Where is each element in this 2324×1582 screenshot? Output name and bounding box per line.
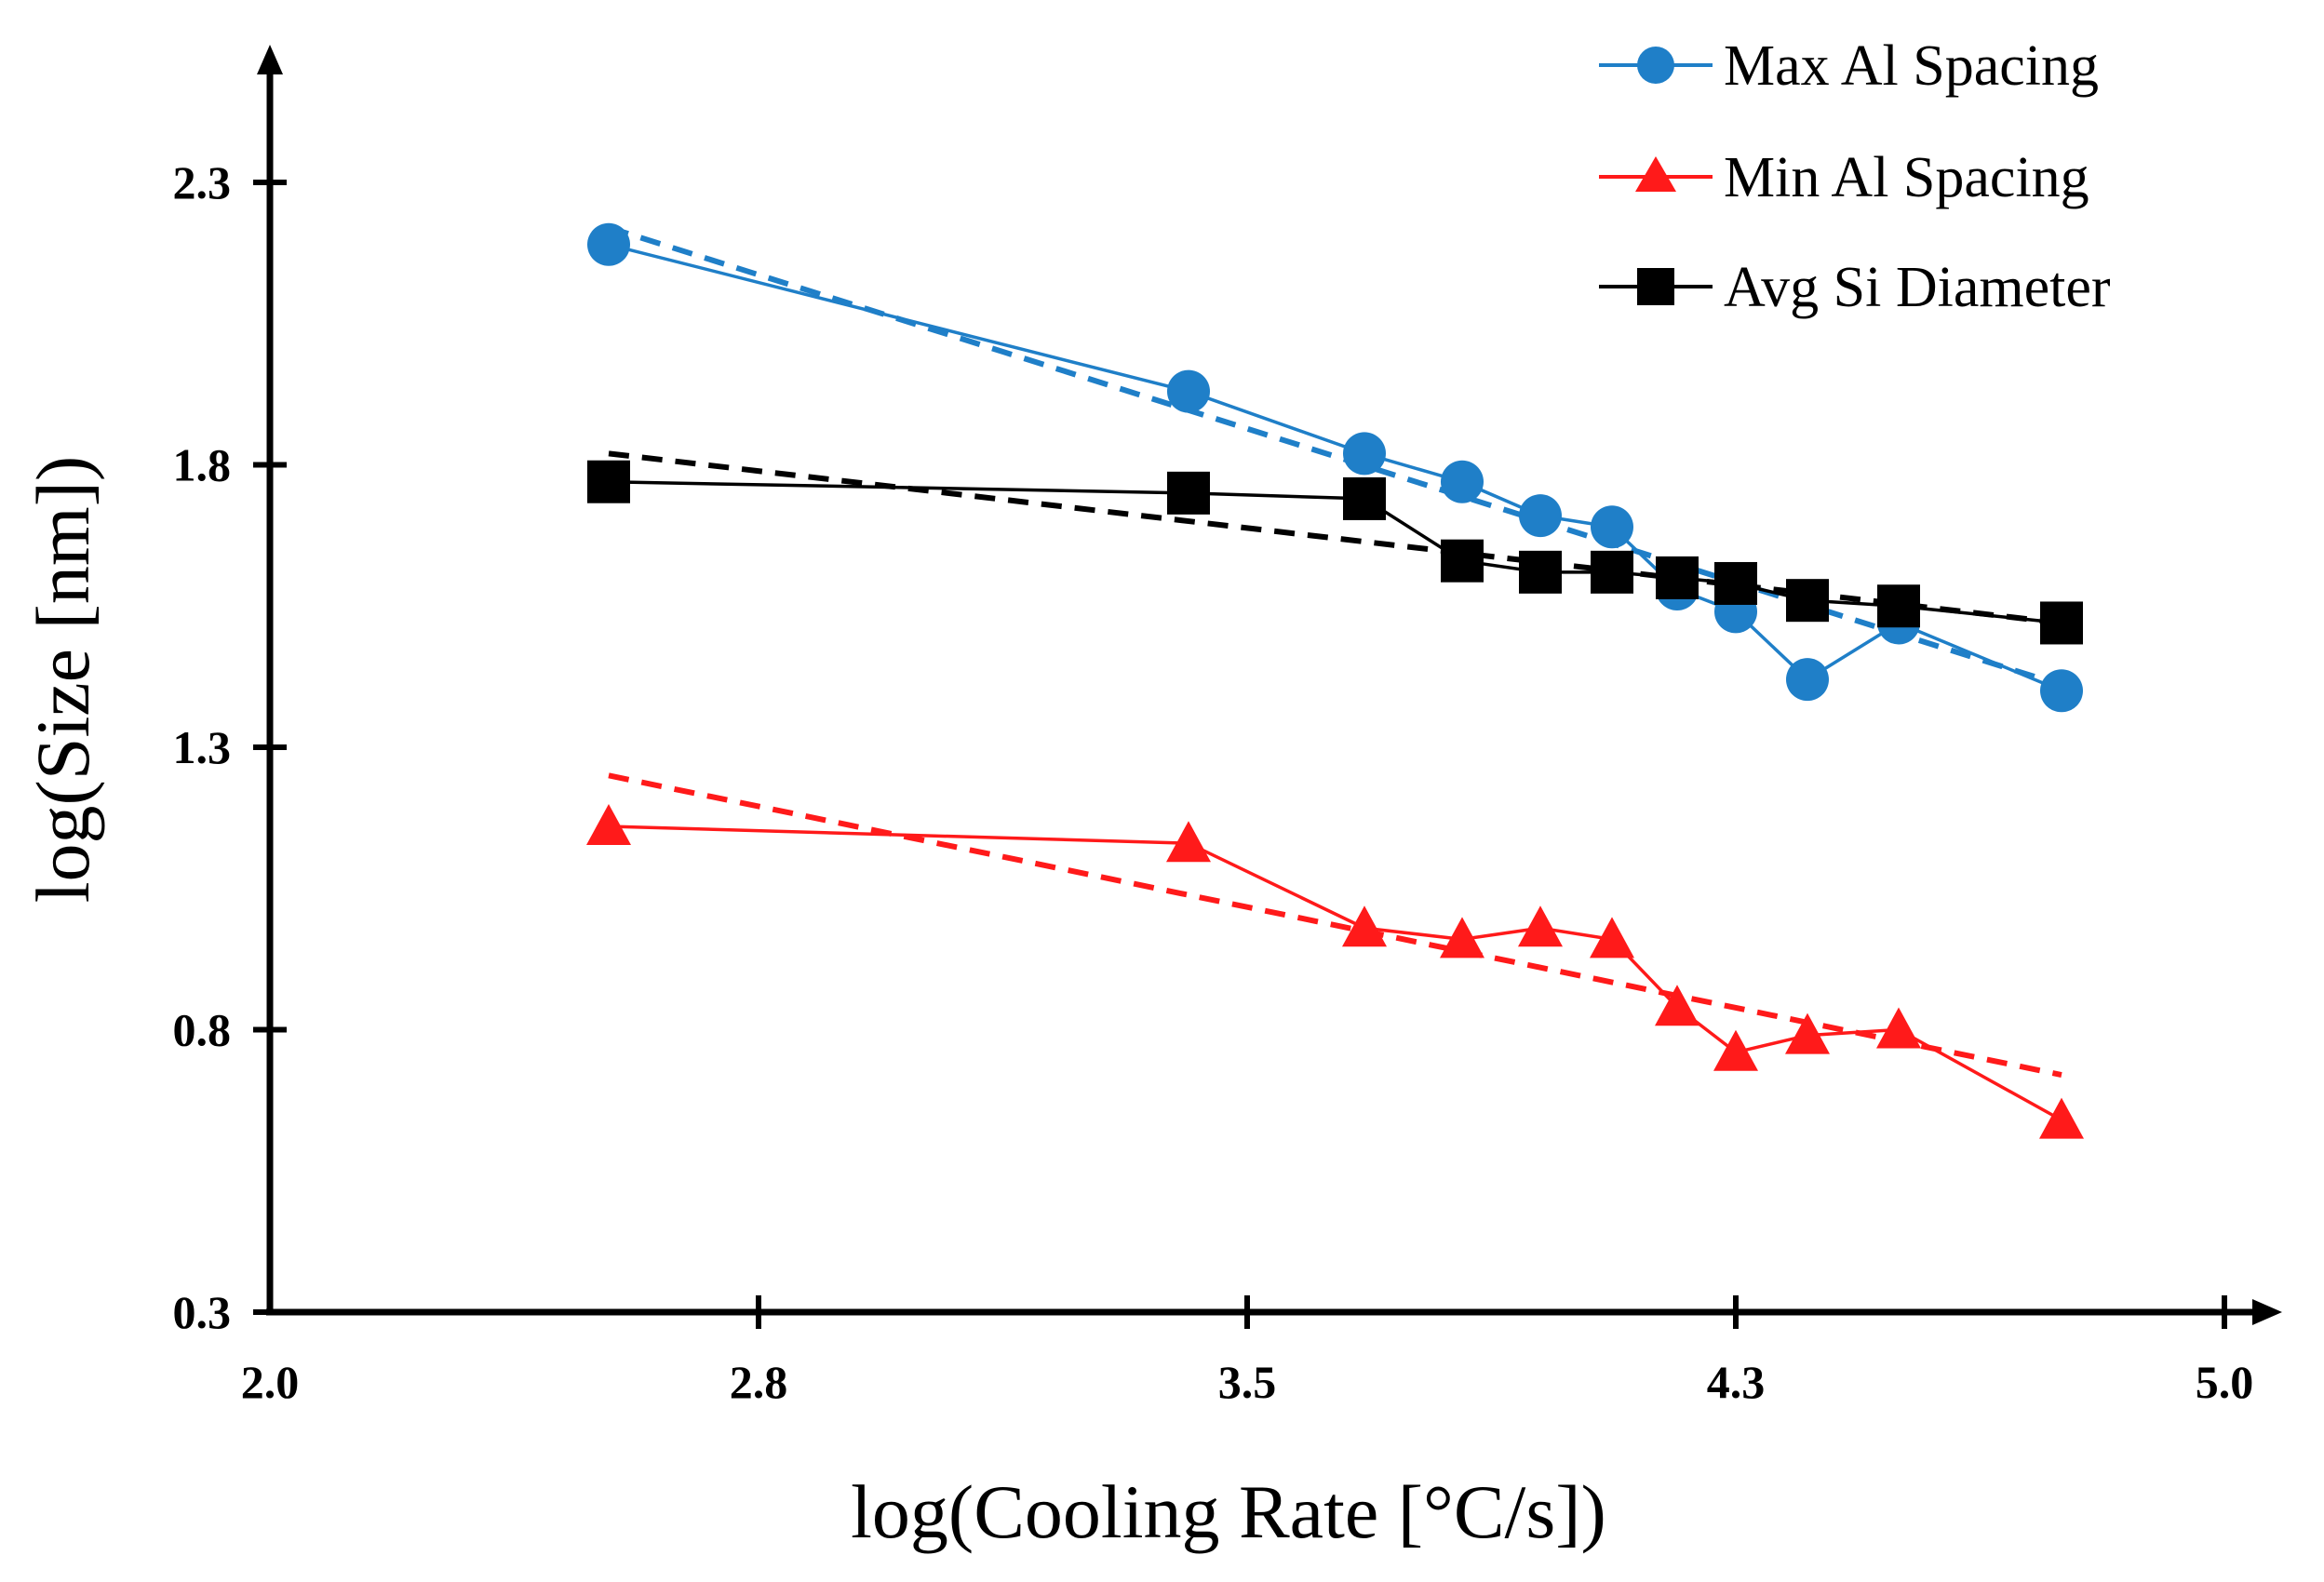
point-min-al-spacing — [1590, 917, 1634, 959]
legend-label-min-al-spacing: Min Al Spacing — [1724, 146, 2089, 209]
point-max-al-spacing — [1786, 658, 1829, 702]
point-max-al-spacing — [1591, 505, 1633, 549]
point-avg-si-diameter — [1786, 579, 1829, 623]
x-axis-title: log(Cooling Rate [°C/s]) — [851, 1469, 1606, 1554]
point-min-al-spacing — [1518, 905, 1563, 947]
point-avg-si-diameter — [1441, 539, 1484, 583]
legend-label-avg-si-diameter: Avg Si Diameter — [1724, 256, 2111, 319]
series-line-min-al-spacing — [608, 825, 2062, 1122]
x-tick-label: 2.8 — [730, 1356, 788, 1408]
trend-lines — [608, 224, 2062, 1078]
x-tick-label: 4.3 — [1707, 1356, 1766, 1408]
point-avg-si-diameter — [1714, 561, 1757, 605]
point-min-al-spacing — [2039, 1097, 2084, 1139]
x-tick-label: 2.0 — [241, 1356, 300, 1408]
y-tick-label: 2.3 — [173, 156, 232, 208]
point-min-al-spacing — [586, 803, 631, 845]
trendline-min-al-spacing — [608, 772, 2062, 1078]
point-avg-si-diameter — [1877, 584, 1920, 628]
trendline-max-al-spacing — [608, 224, 2062, 689]
y-tick-label: 1.8 — [173, 439, 232, 491]
point-min-al-spacing — [1440, 917, 1484, 959]
series-line-avg-si-diameter — [608, 479, 2062, 625]
y-axis-arrow-icon — [257, 45, 283, 74]
legend-label-max-al-spacing: Max Al Spacing — [1724, 34, 2099, 98]
point-min-al-spacing — [1876, 1007, 1921, 1049]
x-tick-label: 3.5 — [1218, 1356, 1277, 1408]
y-tick-label: 1.3 — [173, 721, 232, 773]
point-max-al-spacing — [1519, 494, 1562, 538]
trendline-avg-si-diameter — [608, 450, 2062, 626]
point-avg-si-diameter — [2040, 601, 2083, 645]
legend-item-max-al-spacing: Max Al Spacing — [1599, 34, 2099, 98]
legend-item-avg-si-diameter: Avg Si Diameter — [1599, 256, 2111, 319]
x-tick-label: 5.0 — [2196, 1356, 2254, 1408]
legend-triangle-icon — [1635, 156, 1676, 192]
point-avg-si-diameter — [1519, 550, 1562, 594]
point-max-al-spacing — [1441, 460, 1484, 503]
point-min-al-spacing — [1166, 821, 1211, 863]
y-tick-label: 0.3 — [173, 1286, 232, 1338]
y-axis-title: log(Size [nm]) — [20, 456, 105, 903]
point-avg-si-diameter — [1343, 476, 1386, 520]
point-min-al-spacing — [1785, 1012, 1830, 1054]
x-axis-arrow-icon — [2252, 1299, 2282, 1325]
series-lines — [608, 243, 2062, 1122]
legend-square-icon — [1637, 268, 1674, 305]
ticks: 2.0 2.8 3.5 4.3 5.0 0.3 0.8 1.3 1.8 2.3 — [173, 156, 2254, 1408]
legend-circle-icon — [1637, 47, 1674, 84]
point-avg-si-diameter — [1167, 471, 1210, 515]
point-max-al-spacing — [587, 222, 630, 266]
point-max-al-spacing — [2040, 669, 2083, 713]
point-avg-si-diameter — [587, 460, 630, 503]
data-markers — [586, 222, 2084, 1139]
point-avg-si-diameter — [1591, 550, 1633, 594]
point-avg-si-diameter — [1656, 556, 1699, 599]
point-max-al-spacing — [1167, 369, 1210, 413]
legend-item-min-al-spacing: Min Al Spacing — [1599, 146, 2089, 209]
point-min-al-spacing — [1655, 985, 1699, 1026]
y-tick-label: 0.8 — [173, 1004, 232, 1056]
axes — [257, 45, 2282, 1325]
point-min-al-spacing — [1342, 905, 1387, 947]
point-min-al-spacing — [1713, 1029, 1758, 1071]
legend: Max Al Spacing Min Al Spacing Avg Si Dia… — [1599, 34, 2111, 319]
point-max-al-spacing — [1343, 432, 1386, 476]
